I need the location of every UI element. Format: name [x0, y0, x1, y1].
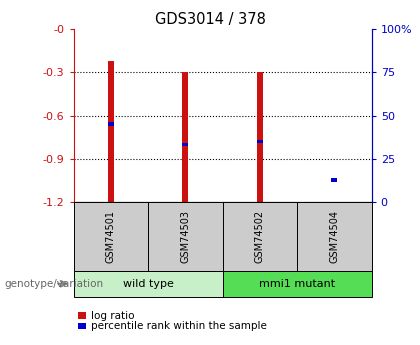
Bar [257, 72, 263, 202]
Bar [182, 72, 188, 202]
Bar [331, 178, 337, 182]
Bar [257, 140, 263, 143]
Bar [182, 142, 188, 146]
Bar [108, 61, 114, 202]
Text: genotype/variation: genotype/variation [4, 279, 103, 289]
Bar [108, 122, 114, 126]
Text: GSM74504: GSM74504 [329, 210, 339, 263]
Text: GDS3014 / 378: GDS3014 / 378 [155, 12, 265, 27]
Text: mmi1 mutant: mmi1 mutant [259, 279, 335, 289]
Text: percentile rank within the sample: percentile rank within the sample [91, 321, 267, 331]
Text: GSM74501: GSM74501 [106, 210, 116, 263]
Text: log ratio: log ratio [91, 311, 135, 321]
Text: GSM74503: GSM74503 [180, 210, 190, 263]
Text: wild type: wild type [123, 279, 173, 289]
Text: GSM74502: GSM74502 [255, 210, 265, 263]
